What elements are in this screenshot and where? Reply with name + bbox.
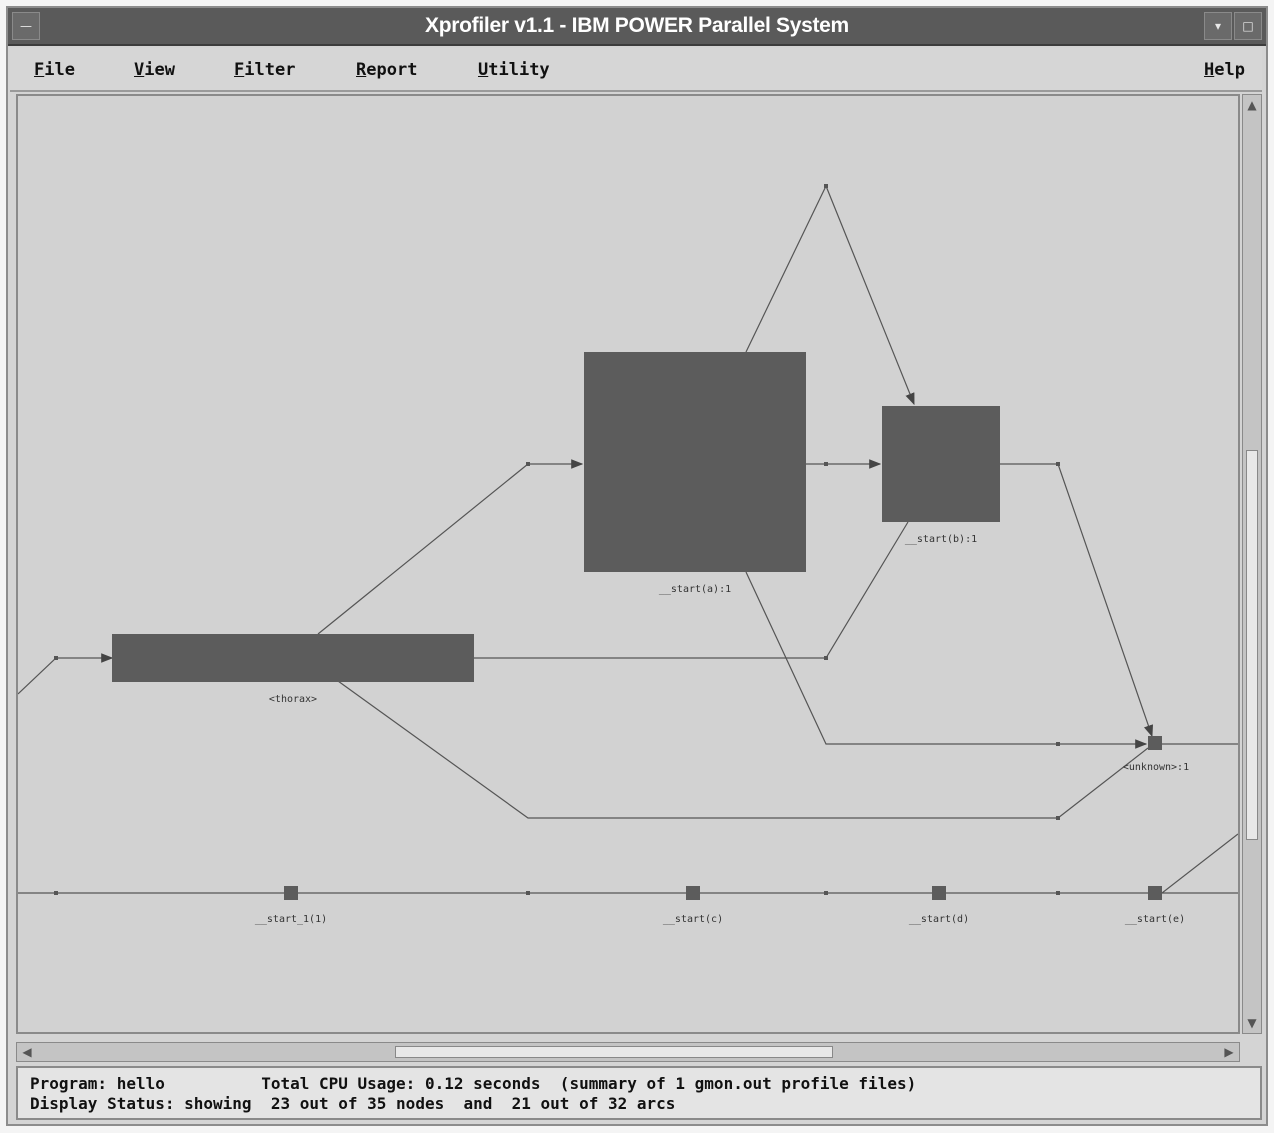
- node-bottom-1[interactable]: [284, 886, 298, 900]
- node-mid-block[interactable]: [882, 406, 1000, 522]
- vertical-scrollbar[interactable]: ▲ ▼: [1242, 94, 1262, 1034]
- node-bottom-2[interactable]: [686, 886, 700, 900]
- xprofiler-window: — Xprofiler v1.1 - IBM POWER Parallel Sy…: [6, 6, 1268, 1126]
- arc-tick: [1056, 816, 1060, 820]
- menu-report[interactable]: Report: [356, 60, 418, 80]
- arc-top-loop-right[interactable]: [825, 185, 915, 406]
- arc-main-down[interactable]: [337, 680, 1149, 819]
- status-program-line: Program: hello Total CPU Usage: 0.12 sec…: [30, 1074, 917, 1093]
- status-display-line: Display Status: showing 23 out of 35 nod…: [30, 1094, 676, 1113]
- call-graph[interactable]: <thorax> __start(a):1 __start(b):1 <unkn…: [18, 96, 1238, 1032]
- arc-tick: [1056, 891, 1060, 895]
- window-title: Xprofiler v1.1 - IBM POWER Parallel Syst…: [425, 14, 849, 37]
- node-label-bottom-3: __start(d): [909, 914, 969, 925]
- scroll-down-arrow-icon[interactable]: ▼: [1247, 1016, 1257, 1030]
- arc-tick: [54, 891, 58, 895]
- status-area: Program: hello Total CPU Usage: 0.12 sec…: [16, 1066, 1262, 1120]
- arc-tick: [1056, 742, 1060, 746]
- arc-offscreen-to-main[interactable]: [18, 653, 114, 695]
- minimize-button[interactable]: ▾: [1204, 12, 1232, 40]
- arc-main-to-big[interactable]: [317, 459, 584, 635]
- title-bar[interactable]: — Xprofiler v1.1 - IBM POWER Parallel Sy…: [8, 8, 1266, 46]
- scroll-left-arrow-icon[interactable]: ◀: [22, 1045, 32, 1059]
- call-graph-canvas[interactable]: <thorax> __start(a):1 __start(b):1 <unkn…: [16, 94, 1240, 1034]
- arc-tick: [824, 656, 828, 660]
- menu-utility[interactable]: Utility: [478, 60, 550, 80]
- menu-bar: File View Filter Report Utility Help: [10, 48, 1262, 92]
- arc-tick: [824, 184, 828, 188]
- menu-view[interactable]: View: [134, 60, 175, 80]
- menu-file[interactable]: File: [34, 60, 75, 80]
- menu-help[interactable]: Help: [1204, 60, 1245, 80]
- node-label-main: <thorax>: [269, 694, 317, 705]
- arc-bottom-offscreen[interactable]: [1161, 833, 1238, 894]
- arc-tick: [54, 656, 58, 660]
- node-main[interactable]: [112, 634, 474, 682]
- horizontal-scrollbar[interactable]: ◀ ▶: [16, 1042, 1240, 1062]
- arc-tick: [526, 891, 530, 895]
- node-bottom-4[interactable]: [1148, 886, 1162, 900]
- menu-filter[interactable]: Filter: [234, 60, 296, 80]
- node-small-right[interactable]: [1148, 736, 1162, 750]
- scroll-right-arrow-icon[interactable]: ▶: [1224, 1045, 1234, 1059]
- node-label-bottom-2: __start(c): [663, 914, 723, 925]
- node-label-bottom-4: __start(e): [1125, 914, 1185, 925]
- vertical-scroll-thumb[interactable]: [1246, 450, 1258, 840]
- arc-mid-to-right[interactable]: [998, 463, 1154, 738]
- node-label-mid-block: __start(b):1: [905, 534, 977, 545]
- window-menu-button[interactable]: —: [12, 12, 40, 40]
- maximize-button[interactable]: □: [1234, 12, 1262, 40]
- node-label-bottom-1: __start_1(1): [255, 914, 327, 925]
- node-bottom-3[interactable]: [932, 886, 946, 900]
- node-label-big-block: __start(a):1: [659, 584, 731, 595]
- node-label-small-right: <unknown>:1: [1123, 762, 1189, 773]
- arc-big-to-right[interactable]: [745, 571, 1148, 749]
- arc-tick: [526, 462, 530, 466]
- horizontal-scroll-thumb[interactable]: [395, 1046, 833, 1058]
- arc-tick: [824, 462, 828, 466]
- arc-top-loop-left[interactable]: [745, 185, 827, 353]
- scroll-up-arrow-icon[interactable]: ▲: [1247, 98, 1257, 112]
- arc-tick: [1056, 462, 1060, 466]
- arc-tick: [824, 891, 828, 895]
- node-big-block[interactable]: [584, 352, 806, 572]
